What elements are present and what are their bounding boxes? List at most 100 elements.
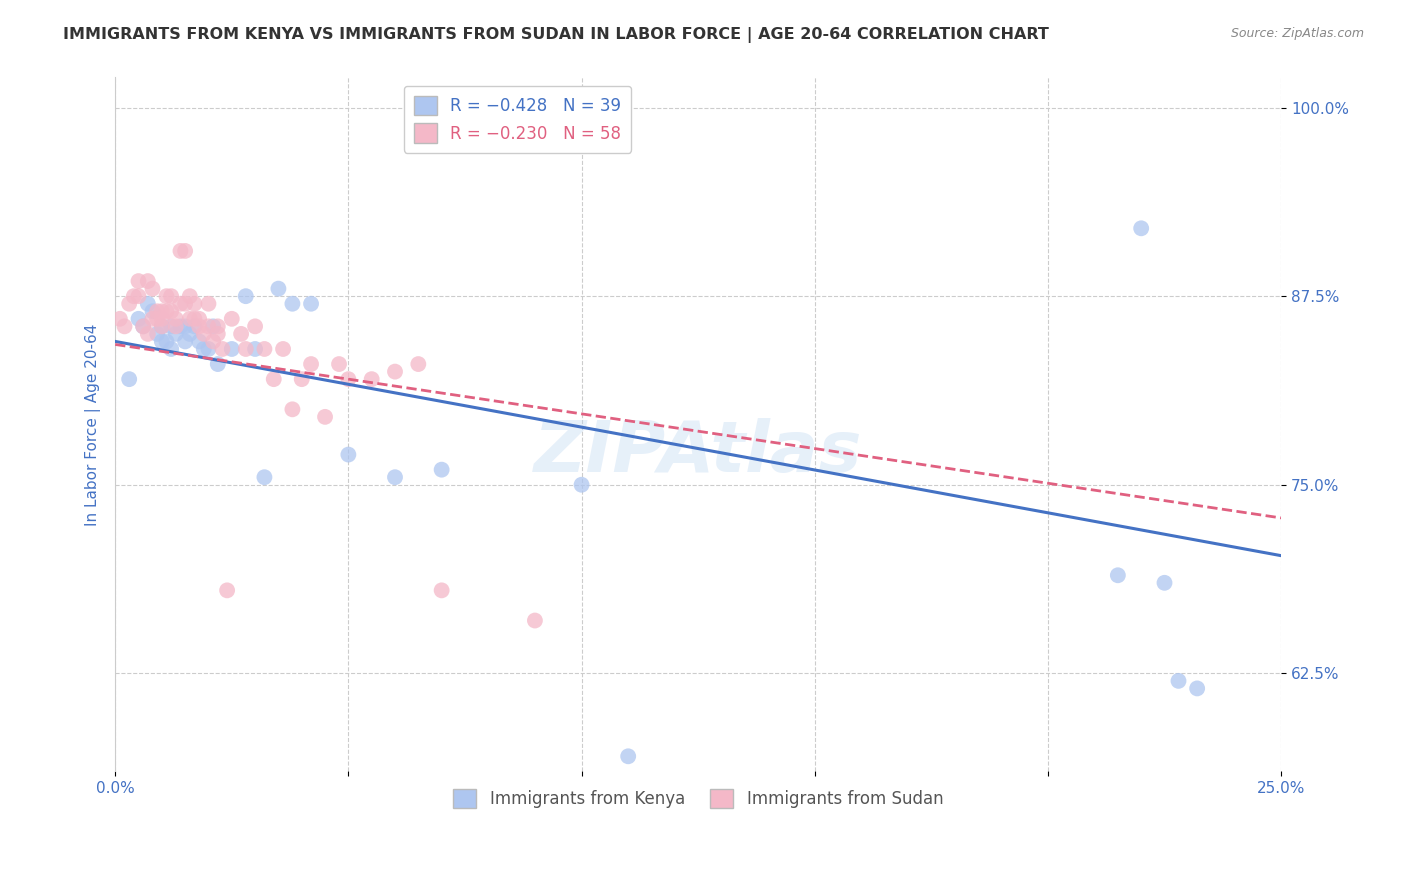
Point bbox=[211, 342, 233, 356]
Point bbox=[183, 311, 205, 326]
Point bbox=[221, 342, 243, 356]
Point bbox=[108, 311, 131, 326]
Point bbox=[571, 477, 593, 491]
Point bbox=[243, 319, 266, 334]
Point bbox=[136, 296, 159, 310]
Point bbox=[617, 749, 640, 764]
Point bbox=[197, 342, 219, 356]
Point bbox=[132, 319, 155, 334]
Point bbox=[118, 296, 141, 310]
Point bbox=[150, 304, 173, 318]
Point bbox=[197, 296, 219, 310]
Point bbox=[141, 282, 163, 296]
Point bbox=[207, 326, 229, 341]
Point bbox=[150, 319, 173, 334]
Point bbox=[314, 409, 336, 424]
Point bbox=[430, 583, 453, 598]
Point bbox=[384, 470, 406, 484]
Point bbox=[179, 289, 201, 303]
Point bbox=[165, 319, 187, 334]
Point bbox=[150, 311, 173, 326]
Point bbox=[169, 296, 191, 310]
Point bbox=[1167, 673, 1189, 688]
Point bbox=[1107, 568, 1129, 582]
Point bbox=[174, 334, 197, 349]
Point bbox=[221, 311, 243, 326]
Point bbox=[188, 311, 211, 326]
Text: IMMIGRANTS FROM KENYA VS IMMIGRANTS FROM SUDAN IN LABOR FORCE | AGE 20-64 CORREL: IMMIGRANTS FROM KENYA VS IMMIGRANTS FROM… bbox=[63, 27, 1049, 43]
Point bbox=[118, 372, 141, 386]
Text: Source: ZipAtlas.com: Source: ZipAtlas.com bbox=[1230, 27, 1364, 40]
Point bbox=[141, 304, 163, 318]
Point bbox=[136, 326, 159, 341]
Point bbox=[430, 463, 453, 477]
Point bbox=[360, 372, 382, 386]
Point bbox=[179, 326, 201, 341]
Point bbox=[202, 319, 225, 334]
Point bbox=[243, 342, 266, 356]
Point bbox=[160, 304, 183, 318]
Point bbox=[523, 614, 546, 628]
Point bbox=[160, 289, 183, 303]
Point bbox=[235, 342, 257, 356]
Legend: Immigrants from Kenya, Immigrants from Sudan: Immigrants from Kenya, Immigrants from S… bbox=[446, 782, 950, 815]
Point bbox=[150, 334, 173, 349]
Point bbox=[197, 319, 219, 334]
Point bbox=[188, 319, 211, 334]
Point bbox=[193, 326, 215, 341]
Point bbox=[408, 357, 430, 371]
Point bbox=[337, 448, 360, 462]
Point bbox=[235, 289, 257, 303]
Point bbox=[253, 342, 276, 356]
Point bbox=[267, 282, 290, 296]
Text: ZIPAtlas: ZIPAtlas bbox=[534, 417, 862, 487]
Point bbox=[165, 311, 187, 326]
Point bbox=[202, 334, 225, 349]
Point bbox=[328, 357, 350, 371]
Point bbox=[128, 311, 150, 326]
Point bbox=[169, 319, 191, 334]
Point bbox=[122, 289, 145, 303]
Point bbox=[128, 274, 150, 288]
Point bbox=[146, 326, 169, 341]
Point bbox=[207, 357, 229, 371]
Point bbox=[281, 402, 304, 417]
Point bbox=[146, 304, 169, 318]
Point bbox=[155, 289, 177, 303]
Point bbox=[174, 319, 197, 334]
Point bbox=[183, 296, 205, 310]
Point bbox=[141, 311, 163, 326]
Point bbox=[299, 296, 322, 310]
Point bbox=[114, 319, 136, 334]
Point bbox=[183, 319, 205, 334]
Point bbox=[165, 326, 187, 341]
Point bbox=[188, 334, 211, 349]
Point bbox=[1153, 575, 1175, 590]
Point bbox=[299, 357, 322, 371]
Point bbox=[128, 289, 150, 303]
Point bbox=[155, 304, 177, 318]
Point bbox=[1185, 681, 1208, 696]
Point bbox=[291, 372, 314, 386]
Point bbox=[229, 326, 252, 341]
Point bbox=[217, 583, 239, 598]
Point bbox=[179, 311, 201, 326]
Point bbox=[193, 342, 215, 356]
Point bbox=[160, 342, 183, 356]
Point bbox=[150, 319, 173, 334]
Point bbox=[253, 470, 276, 484]
Point bbox=[174, 296, 197, 310]
Y-axis label: In Labor Force | Age 20-64: In Labor Force | Age 20-64 bbox=[86, 323, 101, 525]
Point bbox=[155, 334, 177, 349]
Point bbox=[136, 274, 159, 288]
Point bbox=[271, 342, 294, 356]
Point bbox=[1130, 221, 1153, 235]
Point bbox=[132, 319, 155, 334]
Point bbox=[281, 296, 304, 310]
Point bbox=[169, 244, 191, 258]
Point bbox=[160, 319, 183, 334]
Point bbox=[384, 365, 406, 379]
Point bbox=[337, 372, 360, 386]
Point bbox=[263, 372, 285, 386]
Point bbox=[146, 311, 169, 326]
